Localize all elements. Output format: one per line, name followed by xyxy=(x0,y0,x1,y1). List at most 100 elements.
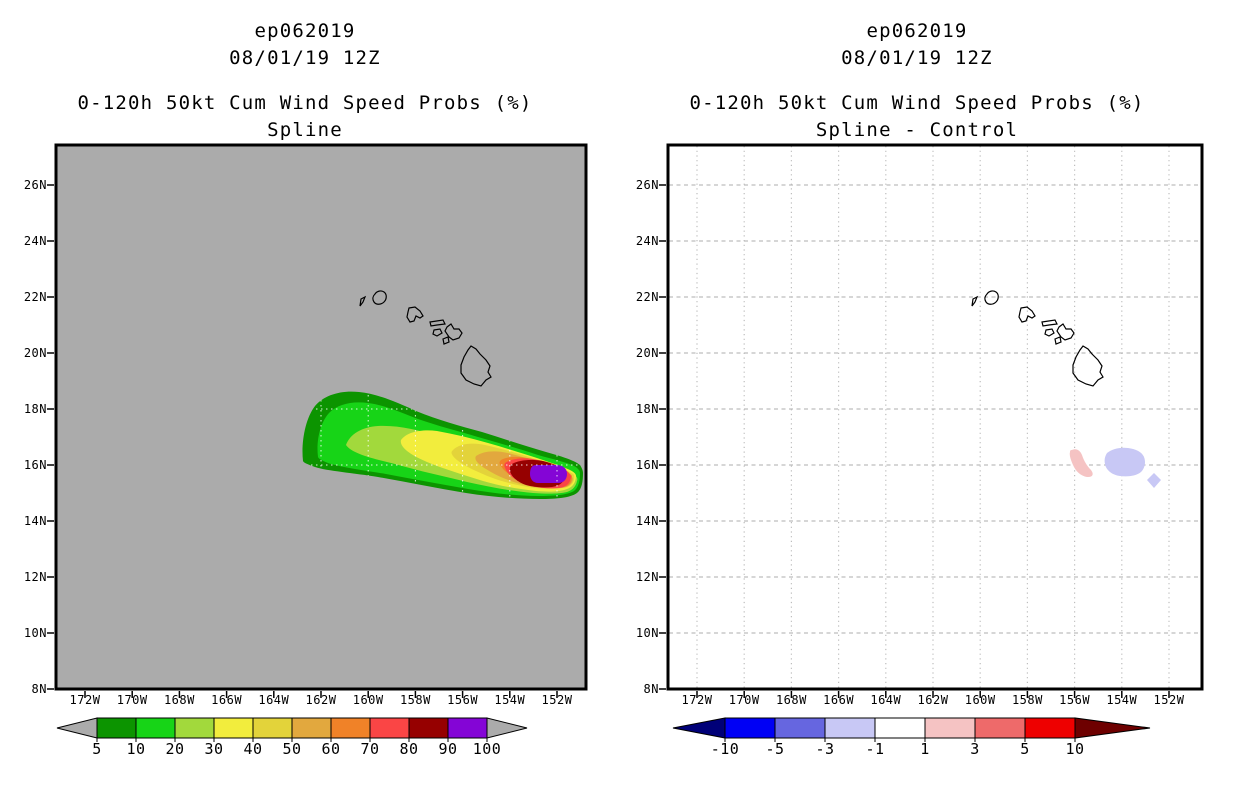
right-storm-id: ep062019 xyxy=(866,20,968,42)
colorbar-tick-label: -1 xyxy=(865,740,885,758)
colorbar-tick-label: 100 xyxy=(472,740,502,758)
lat-tick-label: 8N xyxy=(31,682,47,696)
lat-tick-label: 10N xyxy=(635,626,659,640)
colorbar-segment xyxy=(213,717,254,739)
colorbar-segment xyxy=(824,717,876,739)
lat-tick-label: 24N xyxy=(635,234,659,248)
right-panel-subtitle: 0-120h 50kt Cum Wind Speed Probs (%) Spl… xyxy=(652,90,1182,144)
colorbar-tick-label: 60 xyxy=(321,740,341,758)
colorbar-segment xyxy=(1024,717,1076,739)
lon-tick-label: 170W xyxy=(728,693,760,707)
lon-tick-label: 172W xyxy=(69,693,101,707)
colorbar-segment xyxy=(291,717,332,739)
colorbar-tick-label: 40 xyxy=(243,740,263,758)
lon-tick-label: 172W xyxy=(681,693,713,707)
right-valid-time: 08/01/19 12Z xyxy=(841,47,993,69)
colorbar-segment xyxy=(924,717,976,739)
colorbar-segment xyxy=(369,717,410,739)
lon-tick-label: 168W xyxy=(163,693,195,707)
lon-tick-label: 162W xyxy=(305,693,337,707)
right-map-border xyxy=(666,143,1204,691)
lon-tick-label: 152W xyxy=(1153,693,1185,707)
right-lon-axis: 172W 170W 168W 166W 164W 162W 160W 158W 156W 154W… xyxy=(0,694,1236,708)
colorbar-tick-label: -5 xyxy=(765,740,785,758)
left-map xyxy=(47,143,588,698)
lat-tick-label: 24N xyxy=(23,234,47,248)
left-colorbar-underflow-arrow xyxy=(56,717,98,739)
axis-ticks xyxy=(659,184,1170,698)
colorbar-segment xyxy=(174,717,215,739)
colorbar-segment xyxy=(252,717,293,739)
colorbar-segment xyxy=(330,717,371,739)
lon-tick-label: 156W xyxy=(447,693,479,707)
colorbar-segment xyxy=(974,717,1026,739)
left-lon-axis: 172W 170W 168W 166W 164W 162W 160W 158W 156W 154W… xyxy=(0,694,1236,708)
lon-tick-label: 166W xyxy=(211,693,243,707)
colorbar-tick-label: 90 xyxy=(438,740,458,758)
left-method: Spline xyxy=(267,119,343,141)
colorbar-tick-label: 10 xyxy=(1065,740,1085,758)
lat-tick-label: 20N xyxy=(635,346,659,360)
colorbar-tick-label: 10 xyxy=(126,740,146,758)
left-lat-axis: 26N 24N 22N 20N 18N 16N 14N 12N 10N 8N xyxy=(0,0,47,800)
lat-tick-label: 14N xyxy=(635,514,659,528)
colorbar-tick-label: 30 xyxy=(204,740,224,758)
left-valid-time: 08/01/19 12Z xyxy=(229,47,381,69)
left-panel-header: ep062019 08/01/19 12Z xyxy=(40,18,570,72)
lon-tick-label: 168W xyxy=(775,693,807,707)
lon-tick-label: 154W xyxy=(1106,693,1138,707)
right-map-background xyxy=(668,145,1202,689)
difference-anomalies xyxy=(1069,447,1161,488)
lon-tick-label: 164W xyxy=(870,693,902,707)
right-lat-axis: 26N 24N 22N 20N 18N 16N 14N 12N 10N 8N xyxy=(612,0,659,800)
colorbar-segment xyxy=(774,717,826,739)
left-panel-subtitle: 0-120h 50kt Cum Wind Speed Probs (%) Spl… xyxy=(40,90,570,144)
colorbar-tick-label: 50 xyxy=(282,740,302,758)
right-colorbar-overflow-arrow xyxy=(1074,717,1151,739)
colorbar-segment xyxy=(874,717,926,739)
negative-difference-blob xyxy=(1104,447,1145,477)
colorbar-tick-label: -10 xyxy=(710,740,740,758)
graticule xyxy=(669,146,1201,688)
lat-tick-label: 12N xyxy=(23,570,47,584)
lon-tick-label: 158W xyxy=(1011,693,1043,707)
right-colorbar-labels: -10 -5 -3 -1 1 3 5 10 xyxy=(0,742,1236,758)
lat-tick-label: 18N xyxy=(23,402,47,416)
graticule-meridians xyxy=(696,146,1170,688)
left-storm-id: ep062019 xyxy=(254,20,356,42)
lon-tick-label: 164W xyxy=(258,693,290,707)
lon-tick-label: 160W xyxy=(964,693,996,707)
colorbar-tick-label: 80 xyxy=(399,740,419,758)
lat-tick-label: 22N xyxy=(23,290,47,304)
lat-tick-label: 8N xyxy=(643,682,659,696)
colorbar-tick-label: -3 xyxy=(815,740,835,758)
left-colorbar-labels: 5 10 20 30 40 50 60 70 80 90 100 xyxy=(0,742,1236,758)
lat-tick-label: 26N xyxy=(23,178,47,192)
colorbar-segment xyxy=(724,717,776,739)
lat-tick-label: 26N xyxy=(635,178,659,192)
lon-tick-label: 166W xyxy=(823,693,855,707)
colorbar-segment xyxy=(447,717,488,739)
lon-tick-label: 154W xyxy=(494,693,526,707)
lon-tick-label: 160W xyxy=(352,693,384,707)
left-title: 0-120h 50kt Cum Wind Speed Probs (%) xyxy=(77,92,533,114)
lat-tick-label: 22N xyxy=(635,290,659,304)
lon-tick-label: 158W xyxy=(399,693,431,707)
contour-band-90 xyxy=(530,465,567,483)
probability-plume xyxy=(302,391,583,499)
colorbar-tick-label: 70 xyxy=(360,740,380,758)
axis-ticks xyxy=(47,184,558,698)
lon-tick-label: 162W xyxy=(917,693,949,707)
lat-tick-label: 18N xyxy=(635,402,659,416)
colorbar-segment xyxy=(96,717,137,739)
left-map-border xyxy=(54,143,588,691)
colorbar-tick-label: 1 xyxy=(920,740,930,758)
colorbar-segment xyxy=(135,717,176,739)
negative-difference-spot xyxy=(1147,473,1161,488)
right-map xyxy=(659,143,1204,698)
left-colorbar xyxy=(56,717,528,742)
colorbar-tick-label: 5 xyxy=(92,740,102,758)
lon-tick-label: 152W xyxy=(541,693,573,707)
colorbar-tick-label: 20 xyxy=(165,740,185,758)
